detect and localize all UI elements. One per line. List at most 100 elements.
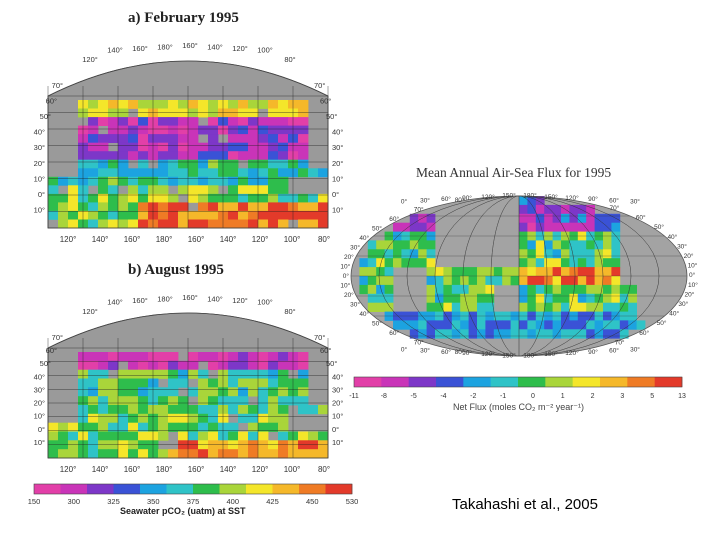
map_b-cell	[88, 387, 99, 397]
flux-map-cell	[519, 329, 528, 339]
map_a-bottom-lon-label: 140°	[220, 235, 237, 244]
flux-map-cell	[544, 240, 553, 250]
flux-map-cell	[611, 258, 621, 268]
flux-map-cell	[619, 302, 629, 312]
flux-map-cell	[426, 276, 436, 286]
flux-map-bottom-lon-label: 90°	[588, 348, 598, 356]
flux-map-cell	[443, 311, 453, 321]
flux-map-cell	[409, 329, 419, 339]
map_a-cell	[168, 125, 179, 135]
flux-map-cell	[418, 213, 427, 224]
map_a-cell	[108, 125, 119, 135]
flux-map-cell	[384, 231, 394, 241]
map_b-top-lon-label: 120°	[82, 307, 98, 316]
map_a-cell	[158, 202, 169, 212]
map_b-cell	[128, 378, 139, 388]
flux-map-cell	[611, 276, 621, 286]
flux-map-cell	[426, 302, 436, 312]
flux-map-right-lat-label: 40°	[667, 233, 677, 241]
flux-map-cell	[393, 240, 402, 250]
map_a-cell	[268, 100, 279, 109]
flux-map-cell	[527, 293, 537, 304]
map_a-cell	[308, 168, 319, 178]
map_b-cell	[308, 440, 319, 450]
flux-map-cell	[359, 258, 369, 268]
flux-map-cell	[561, 276, 570, 286]
map_b-cell	[168, 396, 179, 406]
map_a-cell	[238, 219, 249, 229]
flux-map-cell	[552, 293, 562, 304]
map_a-cell	[258, 185, 269, 195]
flux-map-bottom-lon-label: 120°	[481, 350, 495, 358]
flux-map-cell	[409, 213, 419, 224]
pco2-colorbar-tick: 530	[346, 497, 358, 506]
flux-map-cell	[552, 204, 562, 215]
flux-map-cell	[367, 302, 377, 312]
flux-map-cell	[569, 293, 579, 304]
map_a-top-lon-label: 160°	[182, 41, 198, 50]
flux-map-cell	[535, 196, 545, 206]
pco2-colorbar-label: Seawater pCO₂ (uatm) at SST	[120, 506, 246, 516]
map_a-cell	[68, 219, 79, 229]
map_b-cell	[108, 431, 119, 441]
flux-map-cell	[527, 302, 537, 312]
flux-map-cell	[451, 293, 461, 304]
flux-map-cell	[561, 222, 570, 232]
flux-map-cell	[502, 311, 511, 321]
flux-map-cell	[552, 240, 562, 250]
map_b-cell	[248, 405, 259, 415]
flux-map-cell	[611, 284, 621, 295]
map_a-right-lat-label: 10°	[332, 174, 343, 183]
flux-map-cell	[485, 284, 495, 295]
map_a-cell	[198, 193, 209, 203]
flux-map-bottom-lon-label: 120°	[565, 349, 579, 357]
flux-map-right-lat-label: 20°	[684, 290, 694, 298]
map_a-cell	[128, 219, 139, 229]
map_b-cell	[128, 352, 139, 362]
flux-map-cell	[393, 311, 402, 321]
map_b-cell	[88, 422, 99, 432]
map_a-cell	[188, 168, 199, 178]
map_a-cell	[98, 219, 109, 229]
flux-colorbar-tick: 0	[531, 393, 535, 400]
flux-map-cell	[586, 329, 595, 339]
map_a-cell	[278, 185, 289, 195]
flux-map-cell	[619, 329, 629, 339]
map_a-cell	[268, 210, 279, 220]
flux-map-cell	[586, 276, 595, 286]
flux-map-cell	[577, 284, 587, 295]
flux-map-cell	[544, 222, 553, 232]
pco2-colorbar-swatch	[166, 484, 194, 494]
map_b-cell	[168, 369, 179, 379]
flux-map-cell	[376, 302, 385, 312]
flux-map-cell	[435, 302, 444, 312]
flux-map-cell	[519, 258, 528, 268]
map_a-cell	[98, 168, 109, 178]
map_b-cell	[188, 440, 199, 450]
map_a-right-lat-label: 30°	[332, 143, 343, 152]
map_b-cell	[298, 396, 309, 406]
map_a-cell	[108, 202, 119, 212]
map_a-cell	[258, 168, 269, 178]
map_b-cell	[208, 431, 219, 441]
flux-map-cell	[451, 267, 461, 277]
map_b-cell	[208, 396, 219, 406]
map_b-cell	[238, 387, 249, 397]
map_b-cell	[258, 378, 269, 388]
map_b-bottom-lon-label: 160°	[124, 465, 141, 474]
map_a-cell	[208, 142, 219, 152]
map_b-cell	[188, 360, 199, 370]
flux-map-cell	[435, 293, 444, 304]
map_b-cell	[268, 405, 279, 415]
flux-map-cell	[384, 284, 394, 295]
flux-map-cell	[468, 276, 478, 286]
flux-map-cell	[577, 293, 587, 304]
map_b-cell	[248, 378, 259, 388]
flux-map-cell	[519, 213, 528, 224]
map_a-cell	[288, 159, 299, 169]
map_a-cell	[228, 219, 239, 229]
flux-map-cell	[552, 213, 562, 224]
flux-map-cell	[552, 231, 562, 241]
map_b-cell	[298, 405, 309, 415]
flux-map-cell	[527, 284, 537, 295]
